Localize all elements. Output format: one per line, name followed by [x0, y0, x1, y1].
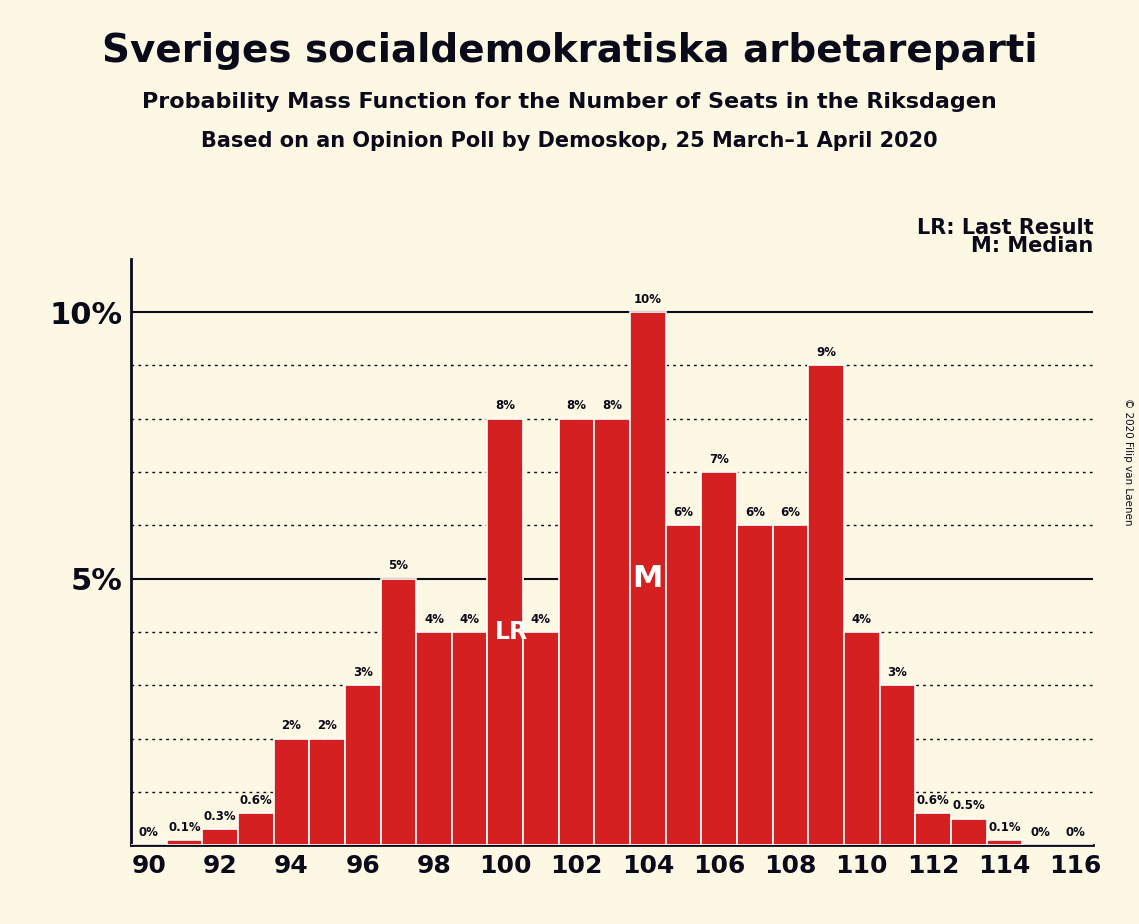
Text: 2%: 2% [281, 720, 302, 733]
Text: 2%: 2% [317, 720, 337, 733]
Text: 0.1%: 0.1% [988, 821, 1021, 833]
Text: 6%: 6% [745, 506, 764, 519]
Text: 4%: 4% [424, 613, 444, 626]
Text: 6%: 6% [780, 506, 801, 519]
Text: 7%: 7% [710, 453, 729, 466]
Text: 4%: 4% [531, 613, 551, 626]
Text: 3%: 3% [887, 666, 908, 679]
Text: 3%: 3% [353, 666, 372, 679]
Text: Based on an Opinion Poll by Demoskop, 25 March–1 April 2020: Based on an Opinion Poll by Demoskop, 25… [202, 131, 937, 152]
Text: Sveriges socialdemokratiska arbetareparti: Sveriges socialdemokratiska arbetarepart… [101, 32, 1038, 70]
Bar [595, 419, 630, 845]
Bar [737, 526, 772, 845]
Text: 0.1%: 0.1% [169, 821, 200, 833]
Bar [273, 739, 309, 845]
Text: 9%: 9% [816, 346, 836, 359]
Text: M: M [632, 565, 663, 593]
Text: Probability Mass Function for the Number of Seats in the Riksdagen: Probability Mass Function for the Number… [142, 92, 997, 113]
Bar [203, 830, 238, 845]
Text: 4%: 4% [460, 613, 480, 626]
Text: LR: Last Result: LR: Last Result [917, 218, 1093, 238]
Text: 5%: 5% [388, 559, 409, 572]
Bar [166, 840, 203, 845]
Text: M: Median: M: Median [972, 236, 1093, 256]
Bar [630, 312, 665, 845]
Text: 8%: 8% [566, 399, 587, 412]
Bar [916, 813, 951, 845]
Text: 0%: 0% [1066, 826, 1085, 839]
Text: 10%: 10% [634, 293, 662, 306]
Bar [416, 632, 452, 845]
Text: 8%: 8% [603, 399, 622, 412]
Bar [559, 419, 595, 845]
Bar [380, 578, 416, 845]
Bar [487, 419, 523, 845]
Text: 0%: 0% [139, 826, 158, 839]
Bar [702, 472, 737, 845]
Text: 0.3%: 0.3% [204, 810, 237, 823]
Bar [772, 526, 809, 845]
Bar [309, 739, 345, 845]
Bar [986, 840, 1022, 845]
Bar [345, 686, 380, 845]
Bar [452, 632, 487, 845]
Text: LR: LR [494, 620, 527, 644]
Text: 0.6%: 0.6% [917, 794, 950, 807]
Text: 0.6%: 0.6% [239, 794, 272, 807]
Text: 0%: 0% [1030, 826, 1050, 839]
Text: 6%: 6% [673, 506, 694, 519]
Bar [665, 526, 702, 845]
Bar [238, 813, 273, 845]
Text: 0.5%: 0.5% [952, 799, 985, 812]
Bar [844, 632, 879, 845]
Text: 4%: 4% [852, 613, 871, 626]
Bar [523, 632, 559, 845]
Bar [951, 819, 986, 845]
Text: 8%: 8% [495, 399, 515, 412]
Text: © 2020 Filip van Laenen: © 2020 Filip van Laenen [1123, 398, 1132, 526]
Bar [879, 686, 916, 845]
Bar [809, 365, 844, 845]
